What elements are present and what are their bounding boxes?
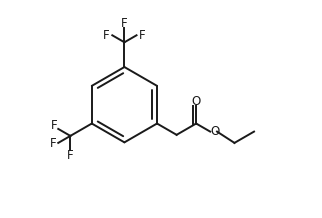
Text: O: O — [192, 95, 201, 108]
Text: F: F — [50, 138, 56, 150]
Text: F: F — [51, 119, 58, 131]
Text: F: F — [103, 29, 109, 42]
Text: F: F — [121, 17, 128, 30]
Text: F: F — [139, 29, 146, 42]
Text: F: F — [67, 149, 74, 162]
Text: O: O — [210, 125, 220, 138]
